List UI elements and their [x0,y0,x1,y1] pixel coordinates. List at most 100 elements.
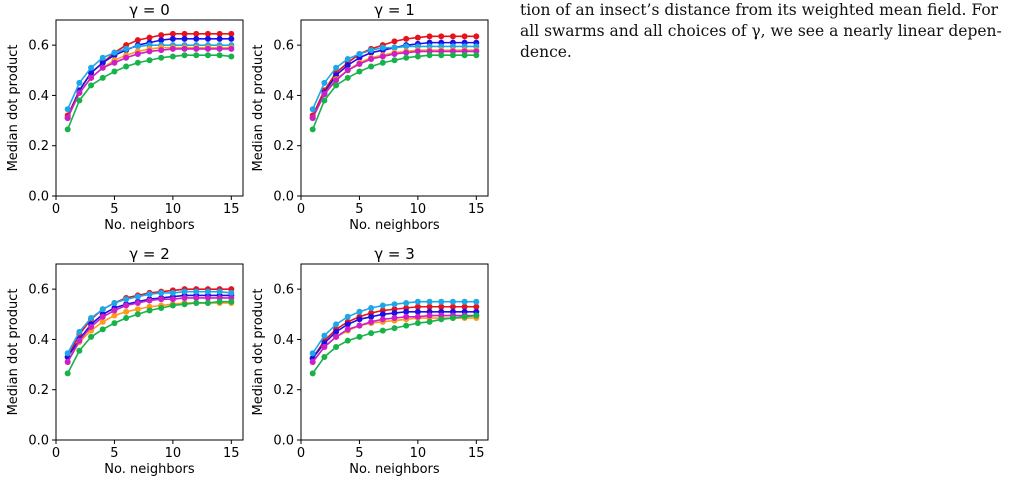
data-point [158,54,165,61]
data-point [64,106,71,113]
data-point [309,115,316,122]
data-point [204,52,211,59]
data-point [449,298,456,305]
data-point [181,30,188,37]
data-point [181,35,188,42]
data-point [76,89,83,96]
data-point [403,322,410,329]
y-tick-label: 0.4 [273,89,294,104]
data-point [88,74,95,81]
data-point [321,354,328,361]
data-point [333,328,340,335]
y-tick-label: 0.4 [28,89,49,104]
data-point [356,68,363,75]
y-tick-label: 0.2 [273,139,294,154]
y-axis-label: Median dot product [251,289,266,416]
data-point [64,115,71,122]
data-point [204,30,211,37]
data-point [169,296,176,303]
data-point [158,32,165,39]
data-point [228,289,235,296]
data-point [414,308,421,315]
data-point [403,49,410,56]
data-point [169,302,176,309]
data-point [414,313,421,320]
data-point [204,288,211,295]
y-tick-label: 0.0 [28,434,49,449]
x-tick-label: 5 [110,446,118,461]
data-point [344,321,351,328]
y-tick-label: 0.0 [273,434,294,449]
data-point [368,47,375,54]
data-point [449,315,456,322]
data-point [344,62,351,69]
data-point [134,43,141,50]
x-axis-label: No. neighbors [349,462,440,477]
data-point [438,303,445,310]
data-point [76,337,83,344]
data-point [169,53,176,60]
data-point [414,53,421,60]
data-point [473,33,480,40]
data-point [391,325,398,332]
y-tick-label: 0.6 [28,39,49,54]
data-point [181,294,188,301]
data-point [228,35,235,42]
data-point [146,297,153,304]
data-point [461,33,468,40]
data-point [146,291,153,298]
data-point [99,74,106,81]
data-point [169,35,176,42]
data-point [193,52,200,59]
x-axis-label: No. neighbors [104,462,195,477]
data-point [426,298,433,305]
plot-frame [300,19,489,197]
data-point [403,35,410,42]
x-tick-label: 10 [410,202,427,217]
x-tick-label: 5 [355,446,363,461]
data-point [438,298,445,305]
x-tick-label: 5 [355,202,363,217]
data-point [321,97,328,104]
x-axis-label: No. neighbors [104,218,195,233]
data-point [111,307,118,314]
data-point [426,52,433,59]
y-tick-label: 0.2 [28,383,49,398]
chart-title: γ = 2 [129,245,170,263]
data-point [426,312,433,319]
data-point [414,298,421,305]
y-tick-label: 0.6 [28,283,49,298]
chart-title: γ = 1 [374,1,415,19]
data-point [193,30,200,37]
paper-body-text: tion of an insect’s distance from its we… [520,0,1020,63]
data-point [111,59,118,66]
x-tick-label: 0 [52,202,60,217]
data-point [193,288,200,295]
data-point [169,30,176,37]
data-point [111,68,118,75]
plot-frame [300,263,489,441]
data-point [368,330,375,337]
data-point [414,34,421,41]
data-point [309,370,316,377]
data-point [368,63,375,70]
data-point [379,59,386,66]
data-point [473,52,480,59]
y-tick-label: 0.2 [273,383,294,398]
data-point [403,308,410,315]
data-point [193,299,200,306]
data-point [216,35,223,42]
data-point [403,43,410,50]
x-tick-label: 5 [110,202,118,217]
data-point [368,305,375,311]
data-point [473,298,480,305]
data-point [344,326,351,333]
data-point [146,48,153,55]
y-axis-label: Median dot product [251,45,266,172]
data-point [461,303,468,310]
data-point [356,308,363,315]
data-point [99,306,106,313]
data-point [449,52,456,59]
data-point [216,52,223,59]
